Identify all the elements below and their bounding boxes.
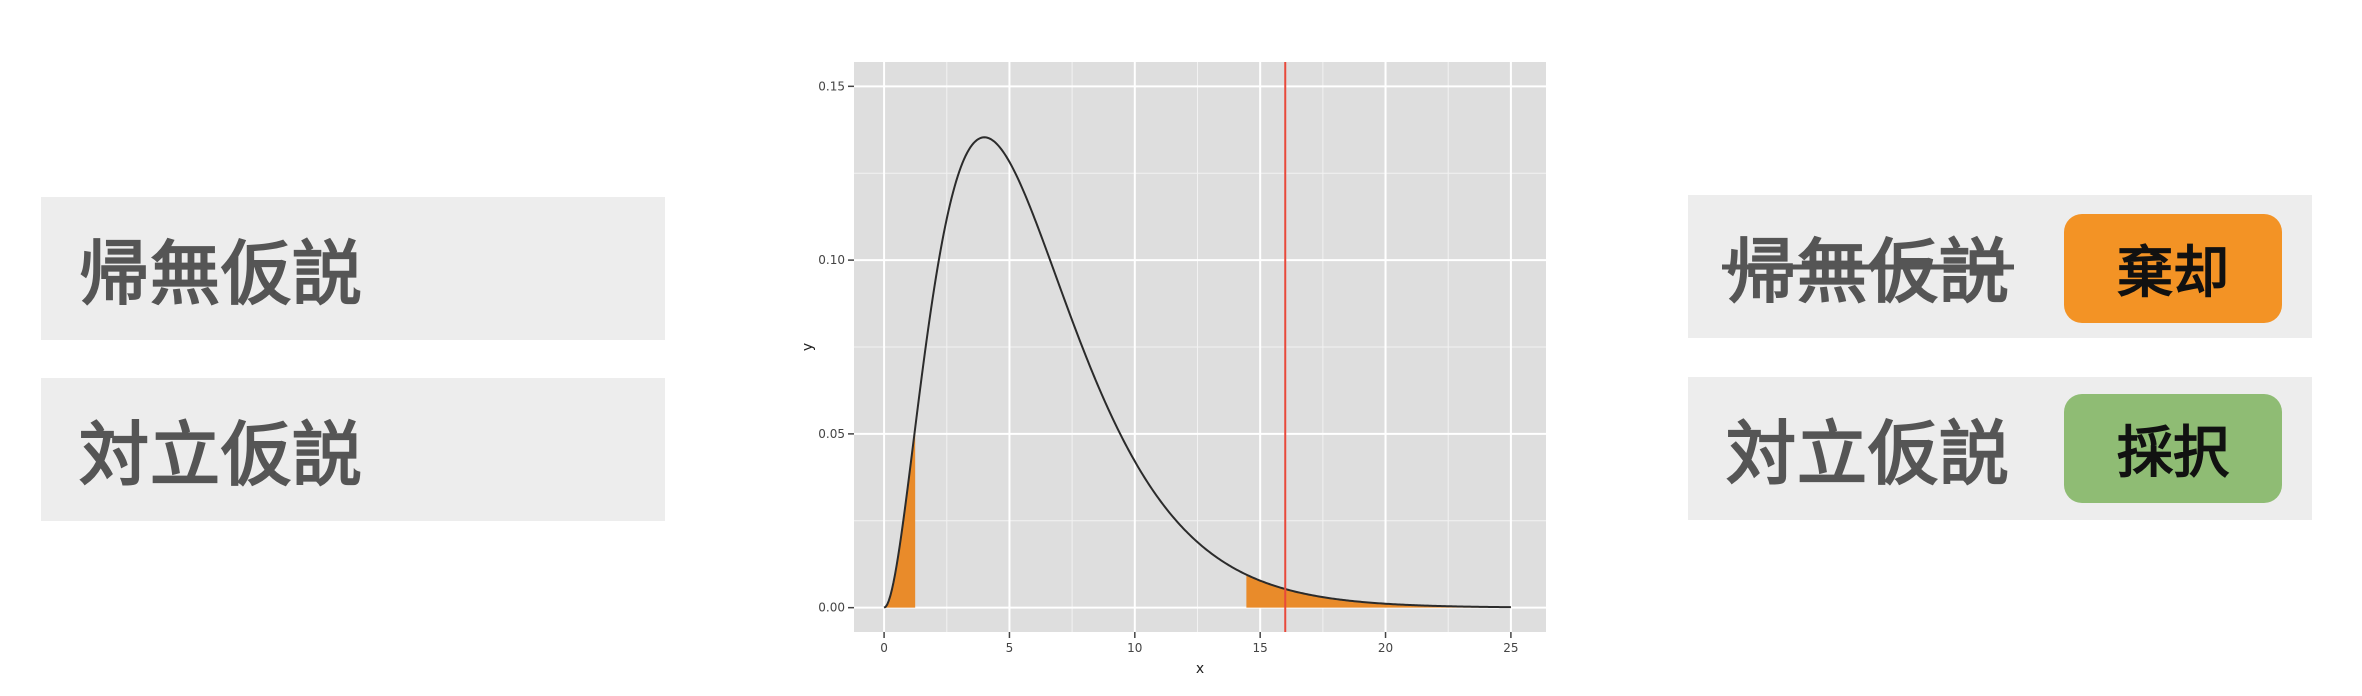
y-tick-label: 0.10: [818, 253, 845, 267]
y-axis-ticks: 0.00 0.05 0.10 0.15: [818, 79, 854, 615]
grid-major: [854, 62, 1546, 632]
grid-minor: [854, 62, 1546, 632]
x-tick-label: 0: [880, 641, 888, 655]
right-alternative-hypothesis-label: 対立仮説: [1726, 413, 2010, 495]
left-null-hypothesis-panel: 帰無仮説: [41, 197, 665, 340]
shaded-region-1: [884, 427, 916, 608]
left-alternative-hypothesis-panel: 対立仮説: [41, 378, 665, 521]
x-tick-label: 15: [1253, 641, 1268, 655]
y-tick-label: 0.15: [818, 79, 845, 93]
accept-badge: 採択: [2064, 394, 2282, 503]
reject-badge: 棄却: [2064, 214, 2282, 323]
density-curve: [883, 136, 1511, 609]
y-tick-label: 0.00: [818, 601, 845, 615]
shaded-regions: [884, 427, 1511, 608]
x-tick-label: 5: [1006, 641, 1014, 655]
x-tick-label: 25: [1503, 641, 1518, 655]
shaded-region-2: [1246, 574, 1511, 608]
x-tick-label: 10: [1127, 641, 1142, 655]
y-axis-title: y: [800, 343, 816, 351]
right-null-hypothesis-label: 帰無仮説: [1726, 216, 2010, 317]
x-tick-label: 20: [1378, 641, 1393, 655]
left-null-hypothesis-label: 帰無仮説: [79, 233, 363, 315]
left-alternative-hypothesis-label: 対立仮説: [79, 414, 363, 496]
x-axis-title: x: [1196, 661, 1204, 677]
x-axis-ticks: 0 5 10 15 20 25: [880, 632, 1519, 655]
chi-square-chart: 0 5 10 15 20 25 0.00 0.05 0.10 0.15 x y: [800, 62, 1546, 677]
y-tick-label: 0.05: [818, 427, 845, 441]
